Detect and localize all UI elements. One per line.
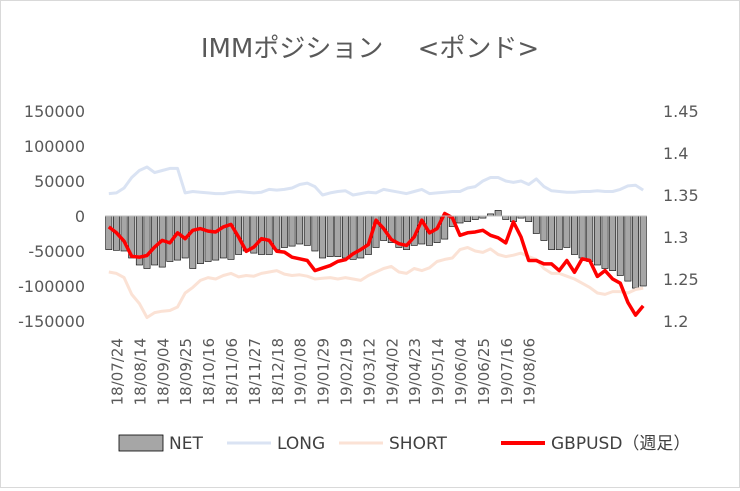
net-bar — [280, 215, 288, 248]
x-axis-tick-label: 18/08/14 — [131, 338, 149, 405]
x-axis-tick-label: 19/06/04 — [452, 338, 470, 405]
gbpusd-line — [107, 211, 645, 317]
net-bar — [326, 215, 334, 257]
net-bar — [586, 215, 594, 262]
net-bar — [571, 215, 578, 255]
right-axis-tick-label: 1.25 — [663, 270, 699, 289]
right-axis-tick-label: 1.2 — [663, 312, 688, 331]
net-bar — [494, 210, 502, 217]
right-axis-tick-label: 1.3 — [663, 228, 688, 247]
long-line — [108, 165, 644, 197]
net-bar — [334, 215, 342, 257]
right-axis-tick-label: 1.4 — [663, 144, 688, 163]
legend-net-label: NET — [169, 434, 203, 454]
short-line — [108, 246, 644, 319]
net-bar — [555, 215, 563, 250]
net-bar — [288, 215, 296, 247]
x-axis-labels: 18/07/24 18/08/14 18/09/04 18/09/25 18/10/16… — [108, 338, 538, 405]
net-bar — [319, 215, 326, 259]
x-axis-tick-label: 19/08/06 — [521, 338, 539, 405]
left-axis-tick-label: -150000 — [18, 312, 85, 331]
x-axis-tick-label: 18/12/18 — [269, 338, 287, 405]
net-bar — [204, 215, 212, 262]
net-bar — [311, 215, 319, 252]
net-bar — [265, 215, 273, 255]
x-axis-tick-label: 18/11/27 — [246, 338, 264, 405]
net-bar — [632, 215, 639, 289]
net-bar — [525, 215, 533, 222]
left-axis-tick-label: -50000 — [28, 242, 85, 261]
x-axis-tick-label: 19/05/14 — [429, 338, 447, 405]
left-axis-tick-label: -100000 — [18, 277, 85, 296]
right-axis-tick-label: 1.45 — [663, 102, 699, 121]
net-bar — [502, 215, 510, 220]
net-bar — [593, 215, 601, 266]
net-bar — [303, 215, 311, 246]
legend-long-label: LONG — [277, 434, 325, 454]
x-axis-tick-label: 18/07/24 — [108, 338, 126, 405]
net-bar — [609, 215, 617, 271]
net-bar — [151, 215, 159, 266]
net-bar — [548, 215, 556, 250]
x-axis-tick-label: 19/02/19 — [337, 338, 355, 405]
net-bar — [639, 215, 647, 287]
net-bar — [227, 215, 235, 260]
x-axis-tick-label: 18/09/25 — [177, 338, 195, 405]
chart-title: IMMポジション <ポンド> — [201, 34, 539, 64]
x-axis-tick-label: 19/01/29 — [315, 338, 333, 405]
net-bar — [464, 215, 472, 222]
net-bar — [342, 215, 349, 259]
net-bar — [189, 215, 197, 269]
x-axis-tick-label: 19/03/12 — [360, 338, 378, 405]
x-axis-tick-label: 19/01/08 — [292, 338, 310, 405]
net-bar — [212, 215, 220, 261]
net-bar — [258, 215, 265, 255]
net-bar — [273, 215, 281, 250]
left-axis: 150000 100000 50000 0 -50000 -100000 -150000 — [18, 102, 85, 331]
left-axis-tick-label: 50000 — [34, 172, 85, 191]
net-bar — [143, 215, 151, 269]
left-axis-tick-label: 0 — [75, 207, 85, 226]
legend-gbpusd-label: GBPUSD（週足） — [551, 434, 690, 454]
legend: NET LONG SHORT GBPUSD（週足） — [118, 434, 690, 454]
left-axis-tick-label: 150000 — [24, 102, 85, 121]
legend-net-swatch — [118, 434, 164, 452]
x-axis-tick-label: 19/04/23 — [406, 338, 424, 405]
x-axis-tick-label: 19/07/16 — [498, 338, 516, 405]
left-axis-tick-label: 100000 — [24, 137, 85, 156]
net-bar — [624, 215, 632, 282]
series-lines — [107, 165, 645, 319]
net-bar — [196, 215, 204, 264]
net-bar — [471, 215, 479, 220]
x-axis-tick-label: 18/09/04 — [154, 338, 172, 405]
right-axis: 1.45 1.4 1.35 1.3 1.25 1.2 — [663, 102, 699, 331]
net-bar — [563, 215, 571, 248]
x-axis-tick-label: 18/11/06 — [223, 338, 241, 405]
net-bar — [578, 215, 586, 259]
x-axis-tick-label: 19/06/25 — [475, 338, 493, 405]
x-axis-tick-label: 19/04/02 — [383, 338, 401, 405]
net-bar — [456, 215, 464, 224]
net-bar — [219, 215, 227, 259]
net-bar — [601, 215, 609, 269]
net-bar — [532, 215, 540, 234]
net-bar — [616, 215, 624, 276]
net-bar — [540, 215, 548, 241]
x-axis-tick-label: 18/10/16 — [200, 338, 218, 405]
net-bar — [105, 215, 113, 250]
legend-short-label: SHORT — [389, 434, 448, 454]
net-bar — [296, 215, 304, 245]
right-axis-tick-label: 1.35 — [663, 186, 699, 205]
